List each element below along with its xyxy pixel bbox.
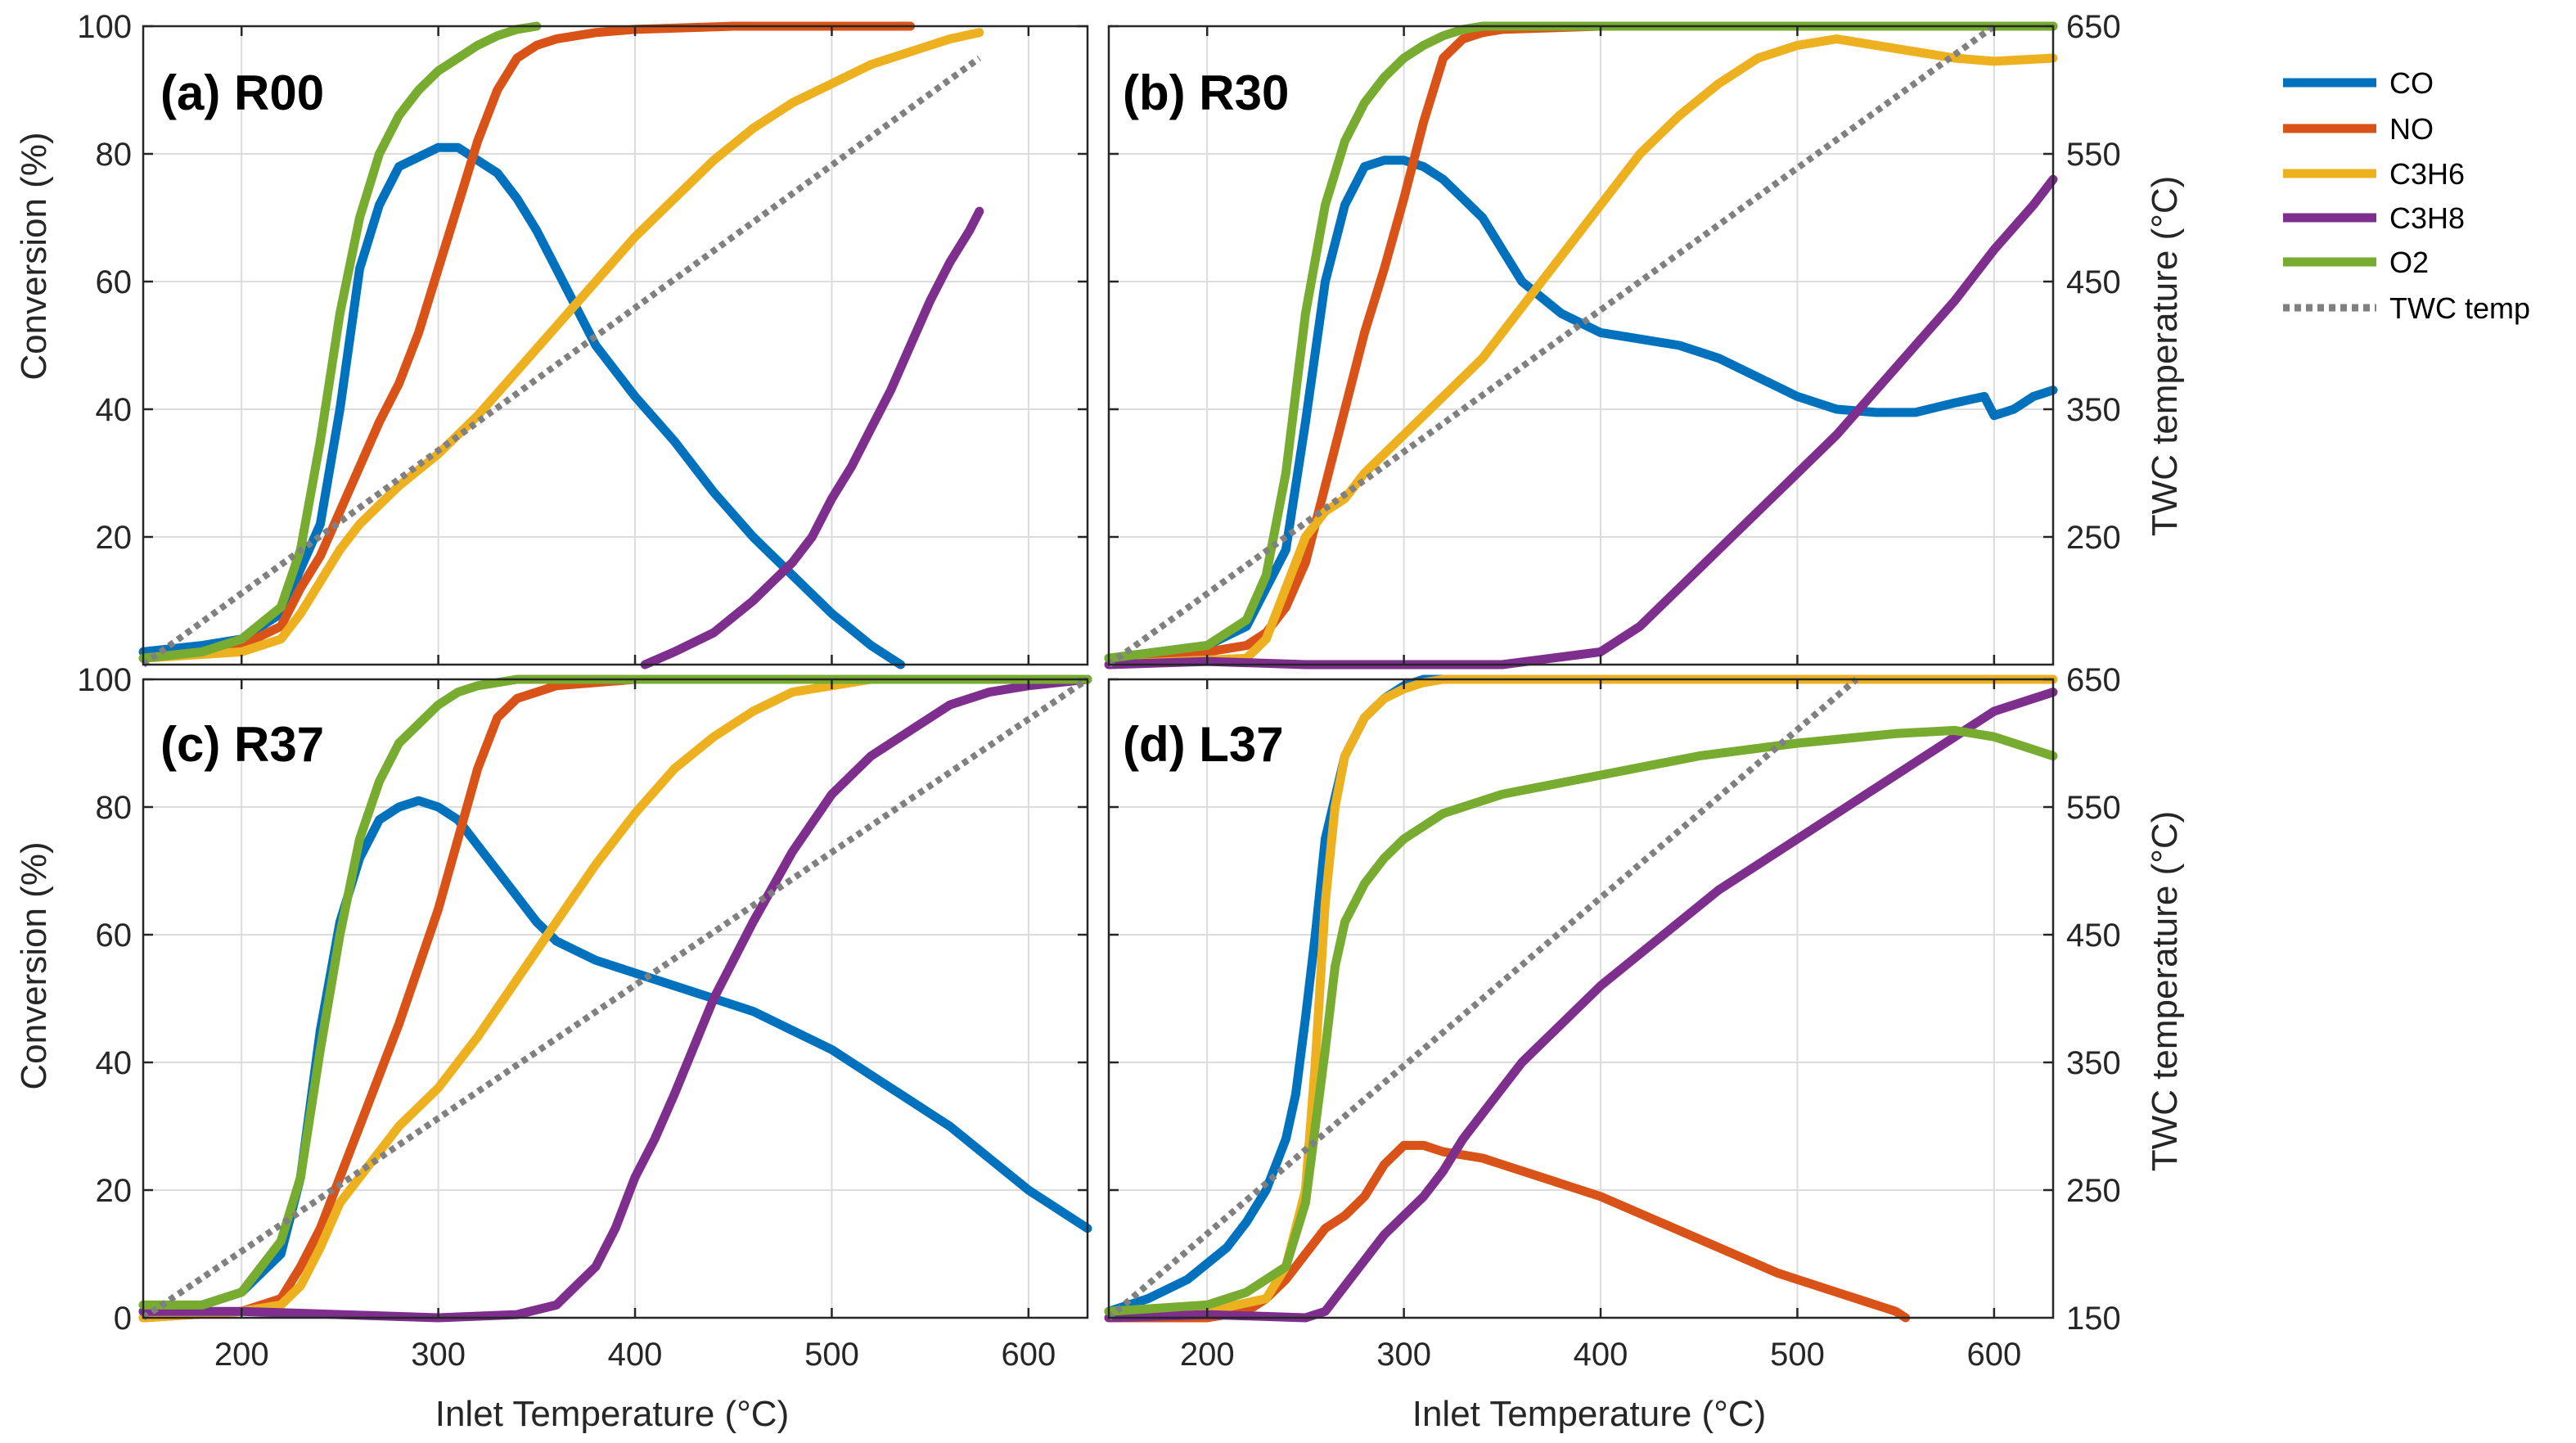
- legend-label-o2: O2: [2389, 246, 2429, 279]
- ytick-label: 40: [96, 392, 133, 428]
- ytick-label: 20: [96, 520, 133, 556]
- series-no: [1104, 1140, 1911, 1323]
- panel-a-series: [138, 21, 984, 670]
- series-c3h8: [138, 674, 1092, 1323]
- xtick-label: 200: [214, 1337, 269, 1373]
- series-co: [1104, 156, 2058, 663]
- legend: CO NO C3H6 C3H8 O2 TWC temp: [2283, 66, 2530, 325]
- legend-label-co: CO: [2389, 66, 2434, 100]
- series-twc-temperature: [141, 55, 982, 668]
- panel-c-ylabel: Conversion (%): [14, 841, 54, 1089]
- series-twc-temperature: [1106, 23, 1997, 668]
- ytick-label: 0: [114, 1301, 132, 1337]
- panel-a-background: [143, 26, 1088, 665]
- y2tick-label: 550: [2066, 137, 2121, 173]
- xtick-label: 500: [1770, 1337, 1825, 1373]
- y2tick-label: 650: [2066, 662, 2121, 698]
- xtick-label: 300: [1376, 1337, 1431, 1373]
- series-c3h8: [1104, 688, 2058, 1323]
- ytick-label: 80: [96, 790, 133, 826]
- series-c3h6: [138, 28, 984, 663]
- panel-c-ticks: 200 300 400 500 600 0 20 40 60 80 100: [77, 662, 1088, 1373]
- ytick-label: 60: [96, 264, 133, 300]
- xtick-label: 500: [804, 1337, 859, 1373]
- panel-a-title: (a) R00: [160, 65, 324, 120]
- panel-d-frame: [1107, 678, 2055, 1319]
- panel-c-title: (c) R37: [160, 717, 324, 772]
- ytick-label: 100: [77, 662, 132, 698]
- panel-a-ticks: 20 40 60 80 100: [77, 9, 1088, 665]
- series-twc-temperature: [1106, 676, 1859, 1321]
- y2tick-label: 350: [2066, 392, 2121, 428]
- xtick-label: 400: [608, 1337, 663, 1373]
- panel-b-y2label: TWC temperature (°C): [2145, 176, 2185, 537]
- panel-d-background: [1109, 679, 2053, 1318]
- panel-b-frame: [1107, 25, 2055, 666]
- xtick-label: 600: [1967, 1337, 2022, 1373]
- panel-c: 200 300 400 500 600 0 20 40 60 80 100 (c) R37 Conv…: [14, 662, 1092, 1434]
- panel-c-frame: [142, 678, 1089, 1319]
- y2tick-label: 350: [2066, 1045, 2121, 1081]
- panel-b-ticks: 250 350 450 550 650: [1109, 9, 2121, 665]
- series-c3h8: [640, 206, 984, 670]
- legend-label-c3h8: C3H8: [2389, 201, 2465, 235]
- xtick-label: 600: [1002, 1337, 1056, 1373]
- y2tick-label: 650: [2066, 9, 2121, 45]
- series-c3h6: [1104, 34, 2058, 670]
- axes-frame: [1107, 25, 2055, 666]
- legend-label-twc-temperature: TWC temp: [2389, 291, 2530, 325]
- xtick-label: 200: [1180, 1337, 1235, 1373]
- xtick-label: 300: [411, 1337, 466, 1373]
- panel-b-title: (b) R30: [1123, 65, 1289, 120]
- ytick-label: 40: [96, 1045, 133, 1081]
- ytick-label: 80: [96, 137, 133, 173]
- series-o2: [1104, 725, 2058, 1316]
- panel-b: 250 350 450 550 650 (b) R30 TWC temperature …: [1104, 9, 2185, 670]
- panel-c-grid: [143, 679, 1088, 1318]
- series-o2: [138, 21, 542, 663]
- y2tick-label: 250: [2066, 520, 2121, 556]
- axes-frame: [142, 25, 1089, 666]
- panel-a-frame: [142, 25, 1089, 666]
- ytick-label: 20: [96, 1173, 133, 1209]
- y2tick-label: 450: [2066, 264, 2121, 300]
- series-twc-temperature: [141, 676, 1090, 1321]
- y2tick-label: 250: [2066, 1173, 2121, 1209]
- series-no: [138, 21, 916, 663]
- legend-label-no: NO: [2389, 112, 2434, 146]
- y2tick-label: 450: [2066, 918, 2121, 954]
- panel-d-xlabel: Inlet Temperature (°C): [1412, 1394, 1767, 1434]
- xtick-label: 400: [1574, 1337, 1628, 1373]
- panel-d-ticks: 200 300 400 500 600 150 250 350 450 550 650: [1109, 662, 2121, 1373]
- panel-c-xlabel: Inlet Temperature (°C): [435, 1394, 790, 1434]
- y2tick-label: 150: [2066, 1301, 2121, 1337]
- panel-d: 200 300 400 500 600 150 250 350 450 550 650 (d) L3…: [1104, 662, 2185, 1434]
- ytick-label: 100: [77, 9, 132, 45]
- axes-frame: [142, 678, 1089, 1319]
- y2tick-label: 550: [2066, 790, 2121, 826]
- panel-d-y2label: TWC temperature (°C): [2145, 811, 2185, 1172]
- panel-a: 20 40 60 80 100 (a) R00 Conversion (%): [14, 9, 1089, 670]
- ytick-label: 60: [96, 918, 133, 954]
- axes-frame: [1107, 678, 2055, 1319]
- series-co: [138, 142, 906, 670]
- panel-d-title: (d) L37: [1123, 717, 1284, 772]
- plot-area: [143, 26, 1088, 665]
- plot-area: [1109, 679, 2053, 1318]
- legend-label-c3h6: C3H6: [2389, 157, 2465, 191]
- panel-a-ylabel: Conversion (%): [14, 132, 54, 380]
